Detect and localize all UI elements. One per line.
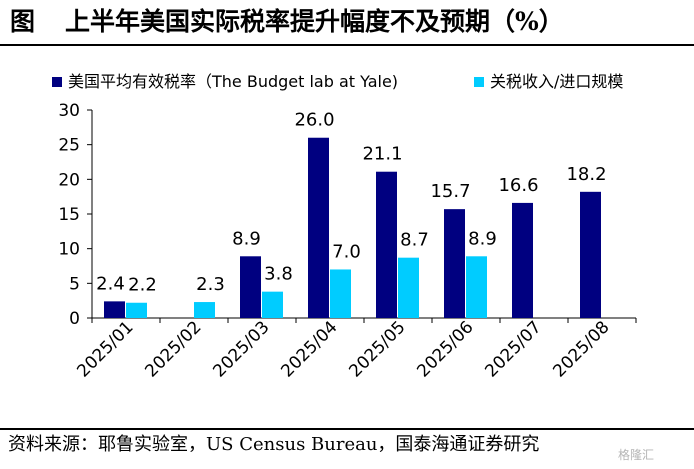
bar-series-1-2025-05 <box>376 171 397 318</box>
y-tick-label: 0 <box>69 309 80 329</box>
bar-series-1-2025-08 <box>580 191 601 318</box>
legend-swatch-series-1 <box>52 77 62 87</box>
x-tick-label: 2025/08 <box>549 317 613 381</box>
data-label-series-1: 15.7 <box>430 181 470 202</box>
data-label-series-1: 16.6 <box>498 175 538 196</box>
data-label-series-2: 7.0 <box>332 241 361 262</box>
bar-series-2-2025-06 <box>466 256 487 318</box>
data-label-series-2: 2.3 <box>196 274 225 295</box>
bar-series-2-2025-04 <box>330 269 351 318</box>
bar-series-1-2025-07 <box>512 202 533 318</box>
legend-swatch-series-2 <box>474 77 484 87</box>
y-tick-label: 25 <box>58 136 80 156</box>
bar-series-1-2025-04 <box>308 137 329 318</box>
top-rule <box>0 44 694 46</box>
x-tick-label: 2025/07 <box>481 317 545 381</box>
data-label-series-2: 8.9 <box>468 228 497 249</box>
bar-series-2-2025-02 <box>194 302 215 318</box>
x-tick-label: 2025/04 <box>277 317 341 381</box>
data-label-series-1: 8.9 <box>232 228 261 249</box>
bar-series-2-2025-03 <box>262 291 283 318</box>
figure-label: 图 <box>10 7 36 36</box>
chart-title: 图上半年美国实际税率提升幅度不及预期（%） <box>10 4 684 40</box>
y-tick-label: 10 <box>58 240 80 260</box>
bar-series-2-2025-05 <box>398 257 419 318</box>
legend-label-series-1: 美国平均有效税率（The Budget lab at Yale) <box>68 72 398 91</box>
x-tick-label: 2025/01 <box>73 317 137 381</box>
bar-series-2-2025-01 <box>126 302 147 318</box>
watermark: 格隆汇 <box>618 448 655 462</box>
x-tick-label: 2025/05 <box>345 317 409 381</box>
bar-series-1-2025-01 <box>104 301 125 318</box>
legend-label-series-2: 关税收入/进口规模 <box>490 72 623 91</box>
data-label-series-2: 2.2 <box>128 275 157 296</box>
source-note: 资料来源：耶鲁实验室，US Census Bureau，国泰海通证券研究 <box>8 434 540 455</box>
data-label-series-1: 2.4 <box>96 273 125 294</box>
x-tick-label: 2025/02 <box>141 317 205 381</box>
y-tick-label: 30 <box>58 101 80 121</box>
bar-series-1-2025-03 <box>240 256 261 318</box>
bar-series-1-2025-06 <box>444 209 465 318</box>
figure-title-text: 上半年美国实际税率提升幅度不及预期（%） <box>65 7 564 36</box>
data-label-series-1: 26.0 <box>294 110 334 131</box>
data-label-series-1: 18.2 <box>566 164 606 185</box>
data-label-series-2: 8.7 <box>400 230 429 251</box>
x-tick-label: 2025/06 <box>413 317 477 381</box>
bar-chart: 美国平均有效税率（The Budget lab at Yale) 关税收入/进口规… <box>52 72 637 381</box>
y-tick-label: 5 <box>69 274 80 294</box>
bottom-rule <box>0 428 694 430</box>
y-tick-label: 15 <box>58 205 80 225</box>
data-label-series-2: 3.8 <box>264 264 293 285</box>
x-tick-label: 2025/03 <box>209 317 273 381</box>
y-tick-label: 20 <box>58 170 80 190</box>
data-label-series-1: 21.1 <box>362 144 402 165</box>
